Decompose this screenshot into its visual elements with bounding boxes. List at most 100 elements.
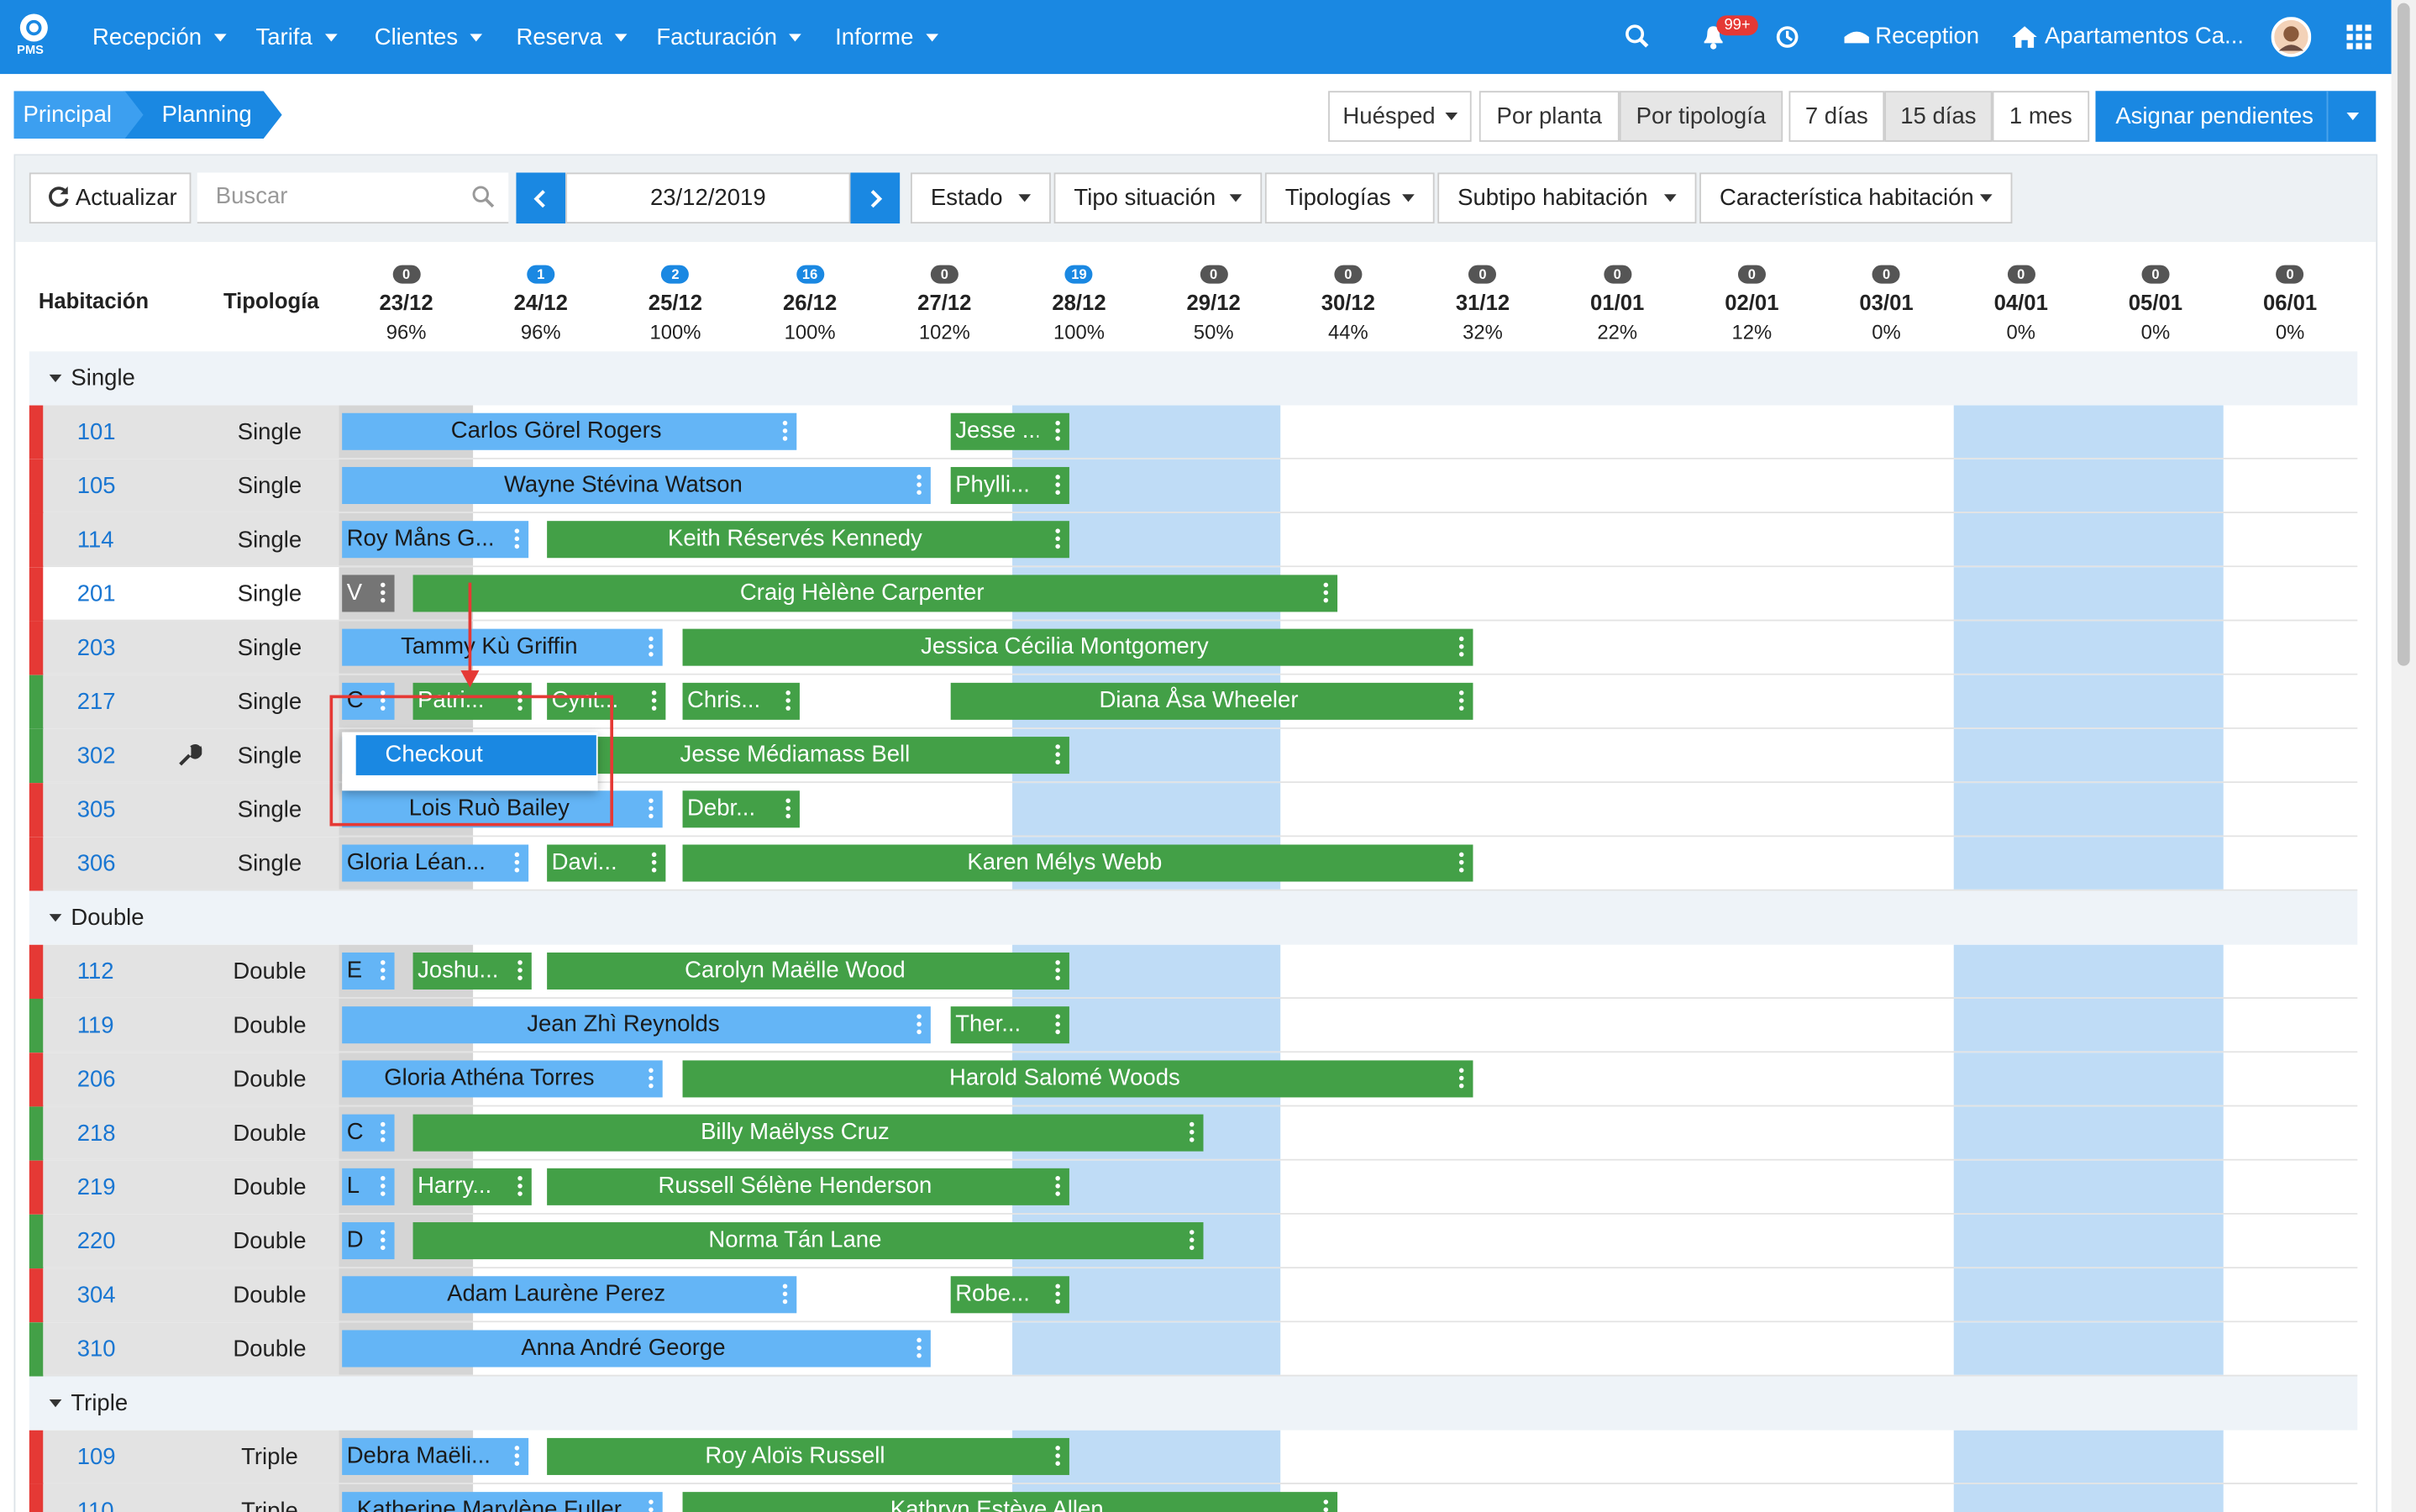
booking-menu[interactable] [785,798,790,820]
nav-item[interactable]: Recepción [92,0,227,74]
group-row[interactable]: Single [29,351,2358,406]
room-number[interactable]: 302 [76,743,116,769]
filter-dropdown[interactable]: Estado [911,172,1051,224]
booking[interactable]: L [342,1168,395,1205]
booking-menu[interactable] [513,852,520,874]
nav-item[interactable]: Reserva [516,0,628,74]
refresh-button[interactable]: Actualizar [29,172,192,224]
room-number[interactable]: 217 [76,689,116,716]
booking-menu[interactable] [1188,1121,1195,1144]
booking[interactable]: Jessica Cécilia Montgomery [682,628,1473,666]
booking[interactable]: Cynt... [547,682,666,720]
search-icon[interactable] [1624,24,1652,51]
assign-dropdown[interactable] [2326,91,2377,142]
booking-menu[interactable] [1054,528,1060,550]
group-row[interactable]: Double [29,890,2358,945]
assign-button[interactable]: Asignar pendientes [2095,91,2327,142]
prev-date[interactable] [516,172,566,224]
booking-menu[interactable] [647,1499,654,1512]
room-number[interactable]: 101 [76,419,116,446]
booking-menu[interactable] [1322,1499,1329,1512]
booking[interactable]: Lois Ruò Bailey [342,790,663,828]
booking-menu[interactable] [1054,1446,1060,1467]
booking-menu[interactable] [1188,1230,1195,1252]
booking-menu[interactable] [1054,475,1060,496]
room-number[interactable]: 109 [76,1444,116,1471]
booking[interactable]: Russell Sélène Henderson [547,1168,1069,1205]
room-number[interactable]: 105 [76,473,116,500]
booking[interactable]: Chris... [682,682,800,720]
nav-item[interactable]: Facturación [656,0,802,74]
next-date[interactable] [850,172,901,224]
booking-menu[interactable] [650,852,657,874]
booking[interactable]: Ther... [950,1006,1069,1044]
booking[interactable]: Keith Réservés Kennedy [547,521,1069,559]
booking-menu[interactable] [379,1121,386,1144]
booking-menu[interactable] [785,690,790,712]
booking-menu[interactable] [650,690,657,712]
history-icon[interactable] [1773,24,1801,51]
booking[interactable]: Craig Hèlène Carpenter [412,575,1338,612]
booking[interactable]: Jesse Médiamass Bell [547,737,1069,774]
booking[interactable]: Adam Laurène Perez [342,1276,797,1314]
room-number[interactable]: 304 [76,1282,116,1309]
booking[interactable]: Jesse ... [950,412,1069,450]
booking-menu[interactable] [513,1446,520,1467]
booking-menu[interactable] [516,690,523,712]
filter-dropdown[interactable]: Característica habitación [1699,172,2013,224]
booking[interactable]: Katherine Marylène Fuller [342,1492,663,1512]
booking-menu[interactable] [916,475,922,496]
booking[interactable]: Diana Åsa Wheeler [950,682,1473,720]
booking[interactable]: Debra Maëli... [342,1437,529,1475]
booking[interactable]: Davi... [547,844,666,882]
booking[interactable]: Billy Maëlyss Cruz [412,1114,1204,1152]
nav-item[interactable]: Clientes [375,0,483,74]
booking-menu[interactable] [1322,582,1329,605]
room-number[interactable]: 218 [76,1120,116,1147]
booking[interactable]: Gloria Léan... [342,844,529,882]
room-number[interactable]: 219 [76,1174,116,1201]
property-link[interactable]: Apartamentos Ca... [2044,23,2244,50]
nav-item[interactable]: Informe [835,0,938,74]
room-number[interactable]: 305 [76,796,116,823]
booking-menu[interactable] [1457,690,1464,712]
logo-icon[interactable] [15,13,55,65]
room-number[interactable]: 112 [76,958,114,985]
filter-dropdown[interactable]: Subtipo habitación [1437,172,1697,224]
booking-menu[interactable] [1457,636,1464,659]
booking-menu[interactable] [1457,1068,1464,1090]
nav-item[interactable]: Tarifa [255,0,338,74]
booking[interactable]: Jean Zhì Reynolds [342,1006,931,1044]
booking-menu[interactable] [1054,420,1060,443]
booking[interactable]: Carlos Görel Rogers [342,412,797,450]
booking[interactable]: Robe... [950,1276,1069,1314]
booking[interactable]: E [342,952,395,990]
menu-item[interactable]: Checkout [355,735,596,775]
room-number[interactable]: 110 [76,1498,114,1512]
room-number[interactable]: 206 [76,1066,116,1093]
room-number[interactable]: 201 [76,580,116,607]
booking[interactable]: Harold Salomé Woods [682,1060,1473,1098]
booking-menu[interactable] [379,960,386,982]
booking[interactable]: Patri... [412,682,532,720]
booking-menu[interactable] [513,528,520,550]
booking-menu[interactable] [516,1175,523,1198]
range-option[interactable]: 15 días [1884,91,1993,142]
guest-button[interactable]: Huésped [1328,91,1472,142]
booking[interactable]: Karen Mélys Webb [682,844,1473,882]
booking-menu[interactable] [781,420,788,443]
booking[interactable]: V [342,575,395,612]
range-option[interactable]: 7 días [1788,91,1885,142]
booking[interactable]: Carolyn Maëlle Wood [547,952,1069,990]
room-number[interactable]: 203 [76,634,116,662]
booking[interactable]: Joshu... [412,952,532,990]
booking[interactable]: Norma Tán Lane [412,1222,1204,1260]
room-number[interactable]: 220 [76,1228,116,1255]
booking-menu[interactable] [1054,744,1060,766]
booking[interactable]: Tammy Kù Griffin [342,628,663,666]
booking[interactable]: C [342,1114,395,1152]
booking-menu[interactable] [1054,960,1060,982]
booking-menu[interactable] [379,1230,386,1252]
booking-menu[interactable] [379,690,386,712]
filter-dropdown[interactable]: Tipologías [1264,172,1435,224]
